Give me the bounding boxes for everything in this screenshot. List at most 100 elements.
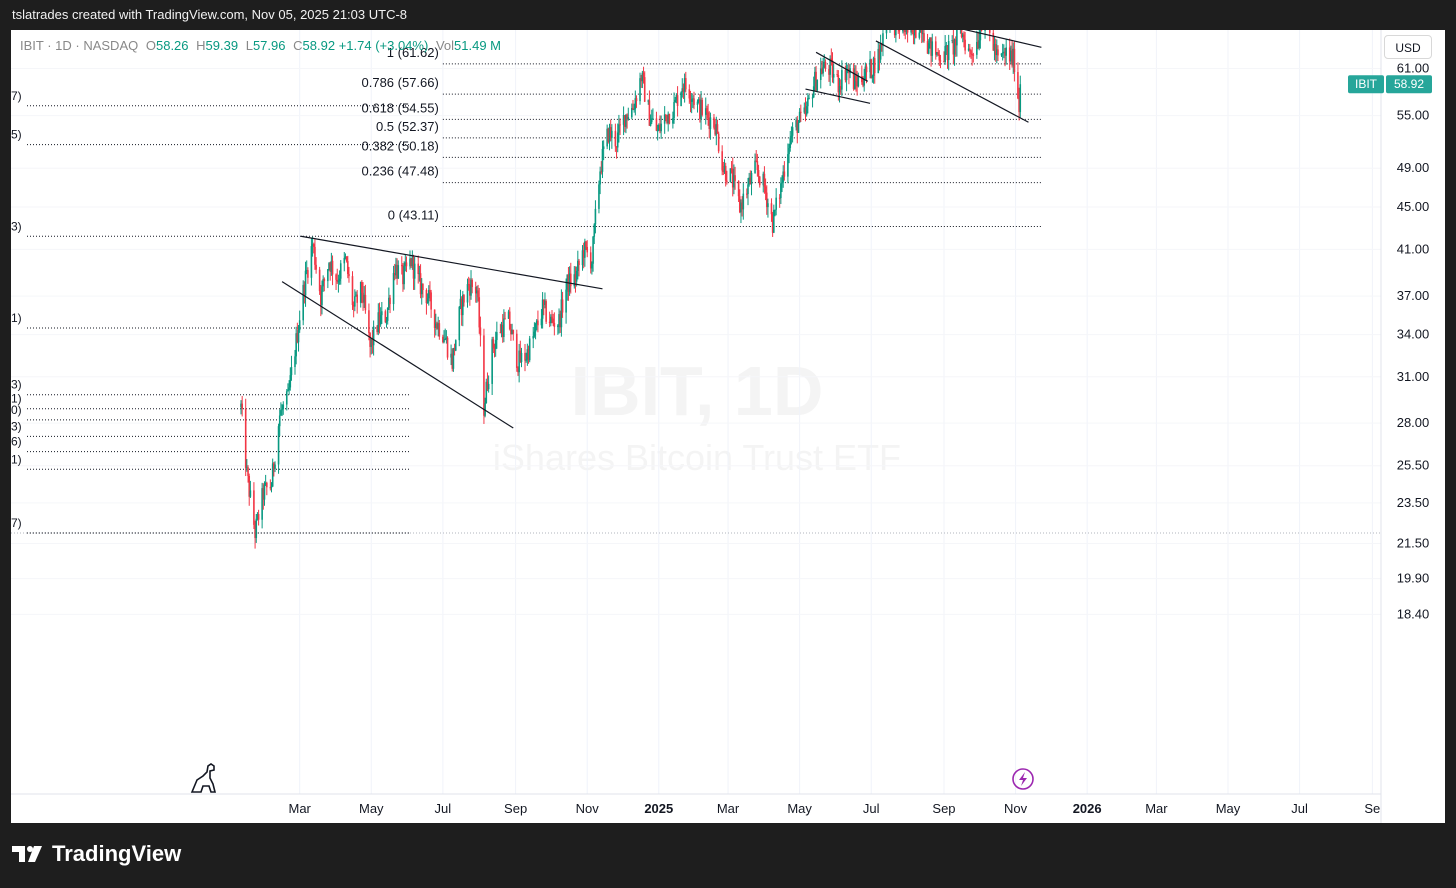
candle-body [1005, 47, 1007, 56]
candle-body [663, 114, 666, 124]
time-axis-label: Sep [932, 801, 955, 816]
candle-body [400, 265, 403, 267]
candle-body [280, 410, 282, 416]
candle-body [458, 306, 461, 341]
candle-body [393, 273, 396, 276]
candle-body [758, 176, 761, 186]
candle-body [737, 180, 740, 197]
trendline[interactable] [281, 281, 514, 429]
trendline[interactable] [815, 51, 868, 82]
candle-body [1000, 53, 1003, 56]
candle-body [411, 255, 414, 267]
trendline[interactable] [876, 30, 1042, 48]
candle-body [788, 147, 790, 155]
candle-body [557, 325, 559, 328]
candle-body [444, 338, 447, 340]
candle-body [864, 66, 867, 80]
candle-body [499, 332, 502, 334]
candle-body [829, 58, 831, 75]
candle-body [330, 260, 333, 272]
candle-body [1018, 98, 1020, 113]
trendline[interactable] [300, 235, 603, 290]
candle-body [450, 353, 452, 358]
candlestick-chart[interactable]: IBIT, 1D iShares Bitcoin Trust ETF 3) 7) 5… [11, 30, 1445, 823]
price-axis-label: 37.00 [1397, 288, 1430, 303]
candle-body [936, 52, 938, 55]
fib-retracement-older[interactable]: 3)7)5)3)1)3)1)0)3)6)1)7) [11, 30, 409, 534]
candle-body [781, 182, 783, 184]
candle-body [331, 260, 334, 275]
candle-body [767, 203, 769, 208]
candle-body [709, 117, 712, 130]
candle-body [534, 323, 537, 332]
candle-body [879, 43, 882, 60]
price-axis-label: 31.00 [1397, 369, 1430, 384]
candle-body [294, 356, 296, 368]
candle-body [963, 34, 965, 40]
candle-body [791, 127, 794, 136]
price-axis[interactable]: 18.40 19.90 21.50 23.50 25.50 28.00 31.00 34.00… [1397, 30, 1430, 621]
candle-body [956, 30, 958, 46]
candle-body [906, 30, 909, 33]
candle-body [748, 177, 750, 185]
candle-body [910, 30, 912, 33]
candle-body [518, 350, 520, 373]
candle-body [666, 115, 668, 124]
candle-body [642, 72, 645, 78]
candle-body [364, 294, 367, 311]
candle-body [693, 98, 695, 105]
fib-level-label: 0.236 (47.48) [362, 164, 439, 179]
candle-body [783, 171, 786, 177]
candle-body [952, 40, 955, 55]
trendline[interactable] [805, 88, 871, 104]
candle-body [485, 381, 488, 404]
tradingview-logo[interactable]: TradingView [12, 841, 181, 867]
candle-body [947, 41, 950, 61]
candle-body [750, 173, 753, 185]
candle-body [335, 274, 337, 280]
candle-body [1010, 50, 1012, 62]
candle-body [574, 274, 577, 282]
candle-body [977, 41, 979, 49]
legend-high-label: H [196, 38, 206, 53]
candle-body [491, 339, 493, 384]
legend-low-label: L [245, 38, 253, 53]
currency-button[interactable]: USD [1384, 35, 1432, 59]
candle-body [377, 312, 380, 333]
candle-body [470, 279, 472, 296]
chart-area[interactable]: IBIT, 1D iShares Bitcoin Trust ETF 3) 7) 5… [11, 30, 1445, 823]
lightning-icon[interactable] [1012, 768, 1034, 790]
candle-body [922, 33, 924, 35]
price-axis-label: 34.00 [1397, 327, 1430, 342]
trendlines[interactable] [281, 30, 1042, 429]
candle-body [803, 107, 806, 113]
candle-body [765, 192, 768, 208]
candle-body [384, 311, 387, 323]
price-axis-label: 28.00 [1397, 415, 1430, 430]
candle-body [599, 171, 601, 185]
candle-body [819, 68, 822, 80]
candle-body [511, 329, 513, 335]
candle-body [257, 514, 260, 520]
candle-body [856, 81, 858, 87]
candle-body [676, 95, 679, 107]
candle-body [453, 348, 456, 351]
legend-symbol[interactable]: IBIT · 1D · NASDAQ [20, 38, 139, 53]
candle-body [355, 294, 357, 297]
candle-body [797, 122, 800, 133]
fib-older-level-label: 3) [11, 419, 22, 433]
candle-body [852, 68, 855, 89]
trendline[interactable] [875, 40, 1029, 123]
candle-body [363, 294, 366, 303]
candle-body [545, 301, 547, 322]
fib-retracement[interactable]: 2.618 (91.57)1.618 (73.06)1 (61.62)0.786… [362, 30, 1042, 228]
dino-icon[interactable] [190, 763, 217, 793]
candle-body [778, 197, 781, 199]
candle-body [240, 403, 242, 408]
candle-body [690, 99, 693, 102]
time-axis-label: 2025 [644, 801, 673, 816]
candle-body [512, 329, 515, 334]
time-axis[interactable]: Mar May Jul Sep Nov 2025 Mar May Jul Sep Nov 2026 Ma… [288, 801, 1380, 816]
candle-body [619, 124, 621, 126]
candle-body [708, 117, 711, 130]
